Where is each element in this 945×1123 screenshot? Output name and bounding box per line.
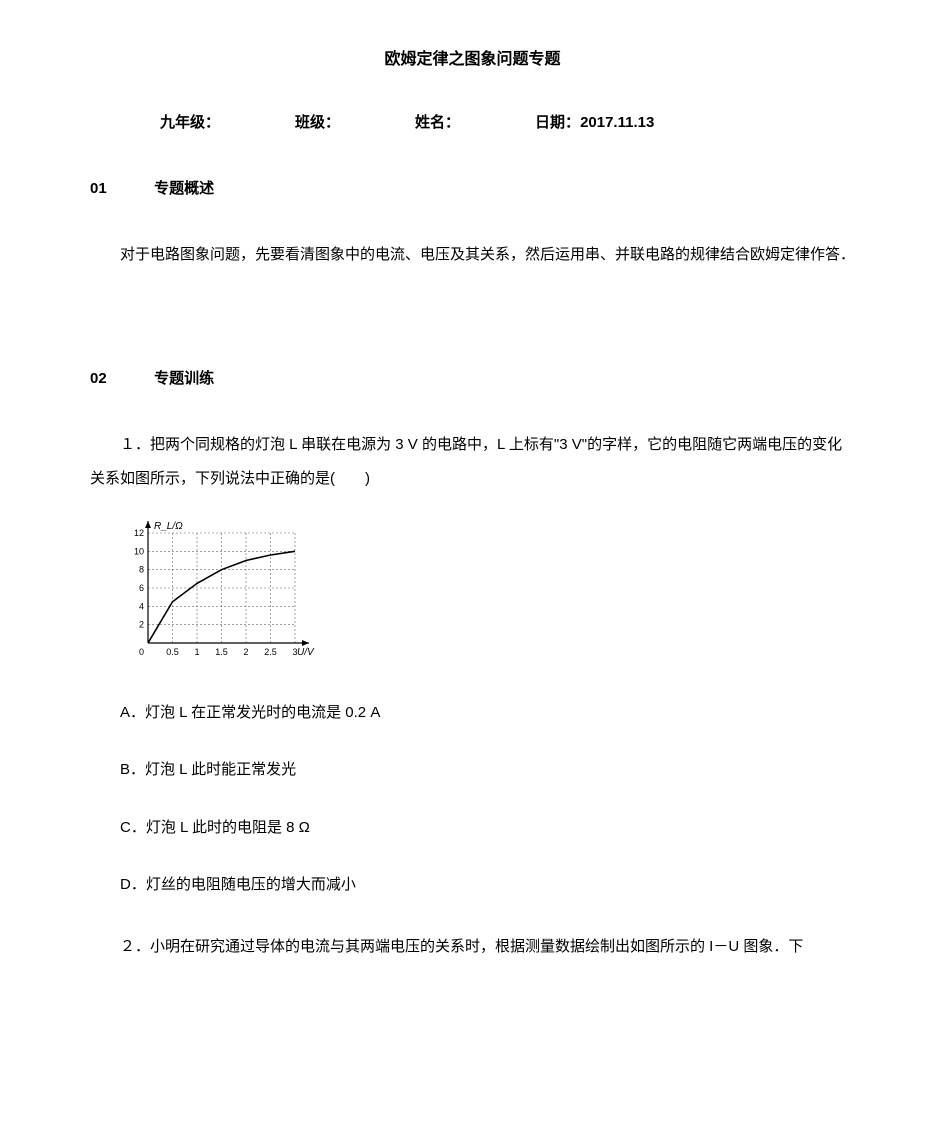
svg-text:12: 12 (134, 528, 144, 538)
svg-text:1: 1 (194, 647, 199, 657)
document-title: 欧姆定律之图象问题专题 (90, 45, 855, 69)
section-2-num: 02 (90, 370, 150, 387)
name-field: 姓名： (415, 111, 460, 132)
svg-text:2.5: 2.5 (264, 647, 277, 657)
svg-text:6: 6 (139, 583, 144, 593)
q1-option-b: B．灯泡 L 此时能正常发光 (120, 757, 855, 783)
section-1-num: 01 (90, 180, 150, 197)
date-label: 日期： (535, 114, 580, 131)
svg-text:R_L/Ω: R_L/Ω (154, 521, 183, 532)
question-2: ２．小明在研究通过导体的电流与其两端电压的关系时，根据测量数据绘制出如图所示的 … (90, 930, 855, 965)
svg-text:1.5: 1.5 (215, 647, 228, 657)
section-1-head: 01 专题概述 (90, 177, 855, 198)
q1-option-c: C．灯泡 L 此时的电阻是 8 Ω (120, 815, 855, 841)
question-1: １．把两个同规格的灯泡 L 串联在电源为 3 V 的电路中，L 上标有"3 V"… (90, 428, 855, 497)
svg-text:U/V: U/V (297, 647, 315, 658)
section-2-head: 02 专题训练 (90, 367, 855, 388)
svg-text:4: 4 (139, 601, 144, 611)
chart-svg: 0.511.522.53246810120R_L/ΩU/V (118, 515, 323, 665)
rv-chart: 0.511.522.53246810120R_L/ΩU/V (118, 515, 855, 670)
svg-text:2: 2 (139, 619, 144, 629)
info-line: 九年级： 班级： 姓名： 日期：2017.11.13 (90, 111, 855, 132)
q1-option-d: D．灯丝的电阻随电压的增大而减小 (120, 872, 855, 898)
svg-text:10: 10 (134, 546, 144, 556)
overview-para: 对于电路图象问题，先要看清图象中的电流、电压及其关系，然后运用串、并联电路的规律… (90, 238, 855, 273)
date-value: 2017.11.13 (580, 114, 654, 131)
class-field: 班级： (295, 111, 340, 132)
svg-text:2: 2 (243, 647, 248, 657)
section-2-label: 专题训练 (154, 370, 214, 387)
q1-option-a: A．灯泡 L 在正常发光时的电流是 0.2 A (120, 700, 855, 726)
grade-field: 九年级： (160, 111, 220, 132)
svg-text:0: 0 (139, 647, 144, 657)
date-field: 日期：2017.11.13 (535, 111, 654, 132)
svg-text:8: 8 (139, 564, 144, 574)
section-1-label: 专题概述 (154, 180, 214, 197)
svg-text:0.5: 0.5 (166, 647, 179, 657)
